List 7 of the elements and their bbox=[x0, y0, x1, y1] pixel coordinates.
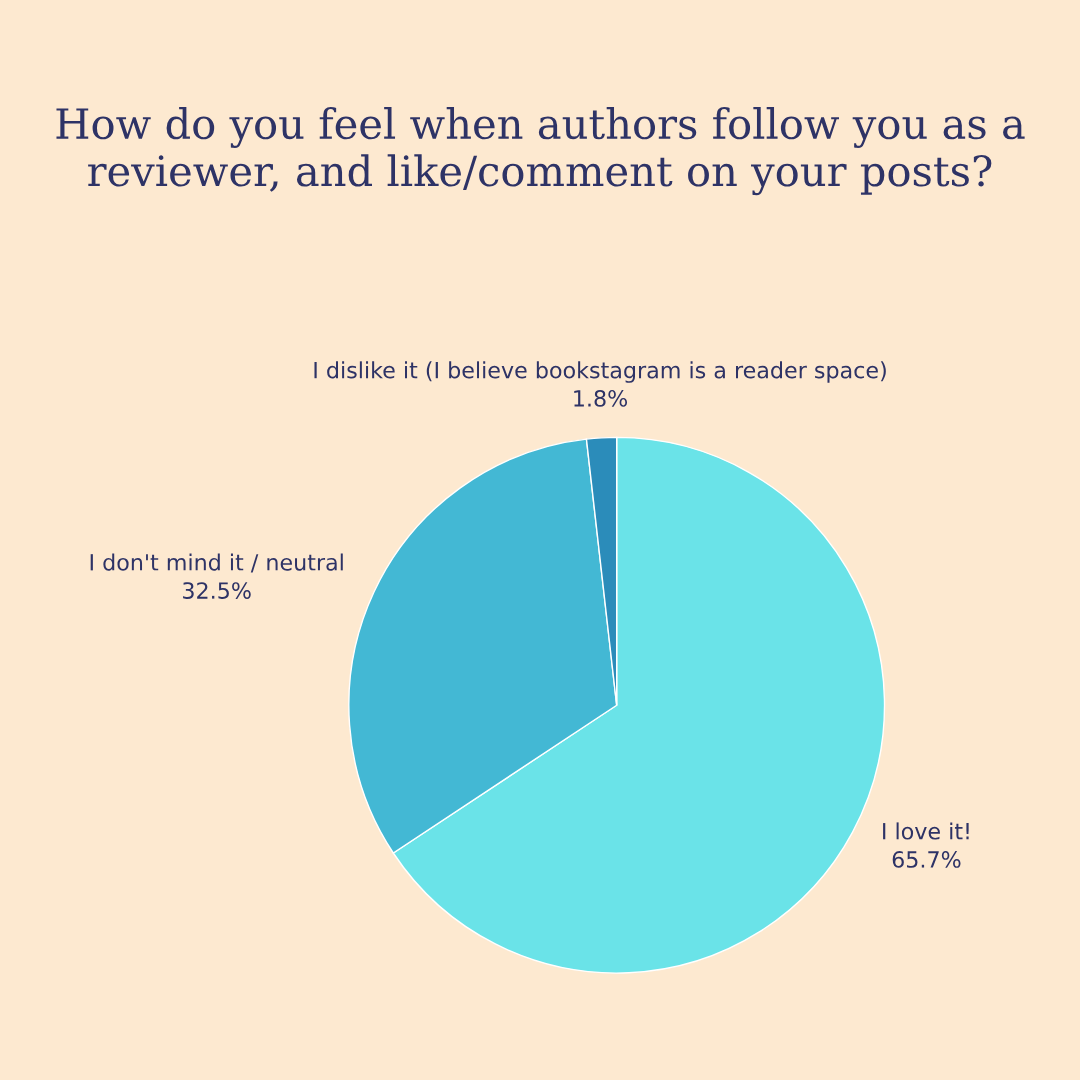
data-label: 65.7% bbox=[892, 851, 961, 868]
data-label: 32.5% bbox=[183, 582, 251, 599]
data-label: 1.8% bbox=[574, 389, 628, 407]
chart-title: How do you feel when authors follow you as a reviewer, and like/comment on your posts? bbox=[56, 107, 1025, 196]
slice-label: I dislike it (I believe bookstagram is a reader space) bbox=[314, 361, 886, 383]
slice-label: I love it! bbox=[883, 822, 969, 840]
slice-label: I don't mind it / neutral bbox=[90, 553, 343, 573]
